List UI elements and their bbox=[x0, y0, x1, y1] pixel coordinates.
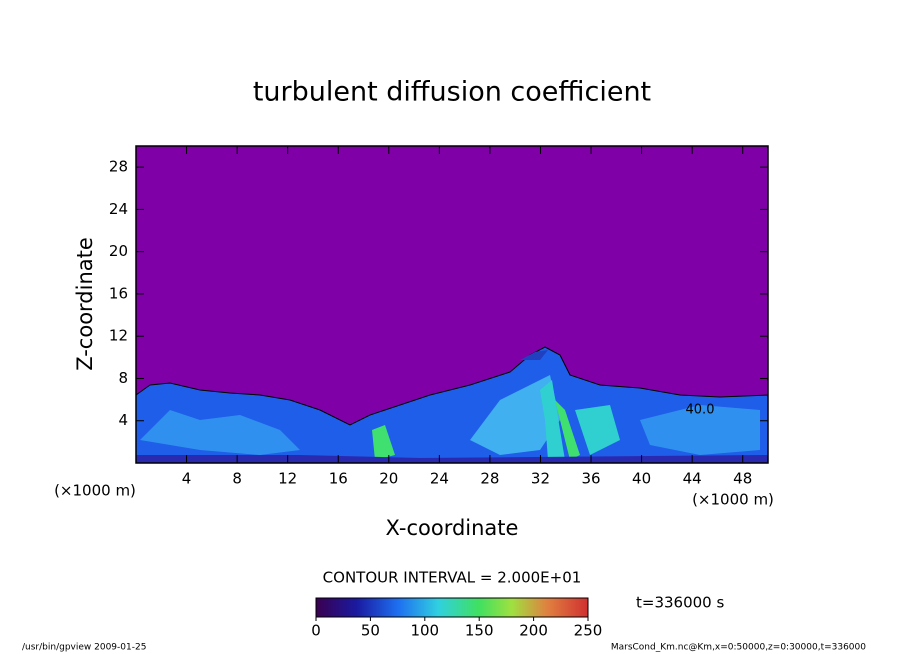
y-tick-label: 20 bbox=[109, 242, 128, 260]
y-tick-label: 28 bbox=[109, 158, 128, 176]
colorbar-tick-label: 50 bbox=[361, 622, 380, 640]
y-unit: (×1000 m) bbox=[692, 491, 774, 509]
colorbar bbox=[315, 597, 589, 618]
x-tick-label: 28 bbox=[480, 470, 499, 488]
y-tick-label: 8 bbox=[118, 369, 128, 387]
y-tick-label: 16 bbox=[109, 284, 128, 302]
colorbar-tick-label: 0 bbox=[311, 622, 321, 640]
colorbar-tick-label: 150 bbox=[465, 622, 494, 640]
y-tick-label: 12 bbox=[109, 327, 128, 345]
colorbar-tick-label: 200 bbox=[519, 622, 548, 640]
x-tick-label: 8 bbox=[232, 470, 242, 488]
y-axis-label: Z-coordinate bbox=[73, 237, 97, 371]
plot-frame bbox=[135, 145, 769, 464]
x-unit: (×1000 m) bbox=[54, 482, 136, 500]
x-axis-label: X-coordinate bbox=[386, 516, 519, 540]
x-tick-label: 4 bbox=[182, 470, 192, 488]
x-tick-label: 12 bbox=[278, 470, 297, 488]
x-tick-label: 48 bbox=[733, 470, 752, 488]
contour-interval: CONTOUR INTERVAL = 2.000E+01 bbox=[323, 569, 582, 587]
time-label: t=336000 s bbox=[636, 594, 724, 612]
y-tick-label: 24 bbox=[109, 200, 128, 218]
x-tick-label: 16 bbox=[329, 470, 348, 488]
x-tick-label: 24 bbox=[430, 470, 449, 488]
chart-title: turbulent diffusion coefficient bbox=[253, 77, 651, 108]
colorbar-tick-label: 100 bbox=[410, 622, 439, 640]
x-tick-label: 20 bbox=[379, 470, 398, 488]
footer-right: MarsCond_Km.nc@Km,x=0:50000,z=0:30000,t=… bbox=[611, 643, 866, 653]
x-tick-label: 36 bbox=[581, 470, 600, 488]
colorbar-tick-label: 250 bbox=[574, 622, 603, 640]
contour-field bbox=[135, 146, 769, 464]
x-tick-label: 44 bbox=[683, 470, 702, 488]
x-tick-label: 40 bbox=[632, 470, 651, 488]
contour-label: 40.0 bbox=[686, 403, 715, 418]
y-tick-label: 4 bbox=[118, 411, 128, 429]
footer-left: /usr/bin/gpview 2009-01-25 bbox=[22, 643, 146, 653]
x-tick-label: 32 bbox=[531, 470, 550, 488]
